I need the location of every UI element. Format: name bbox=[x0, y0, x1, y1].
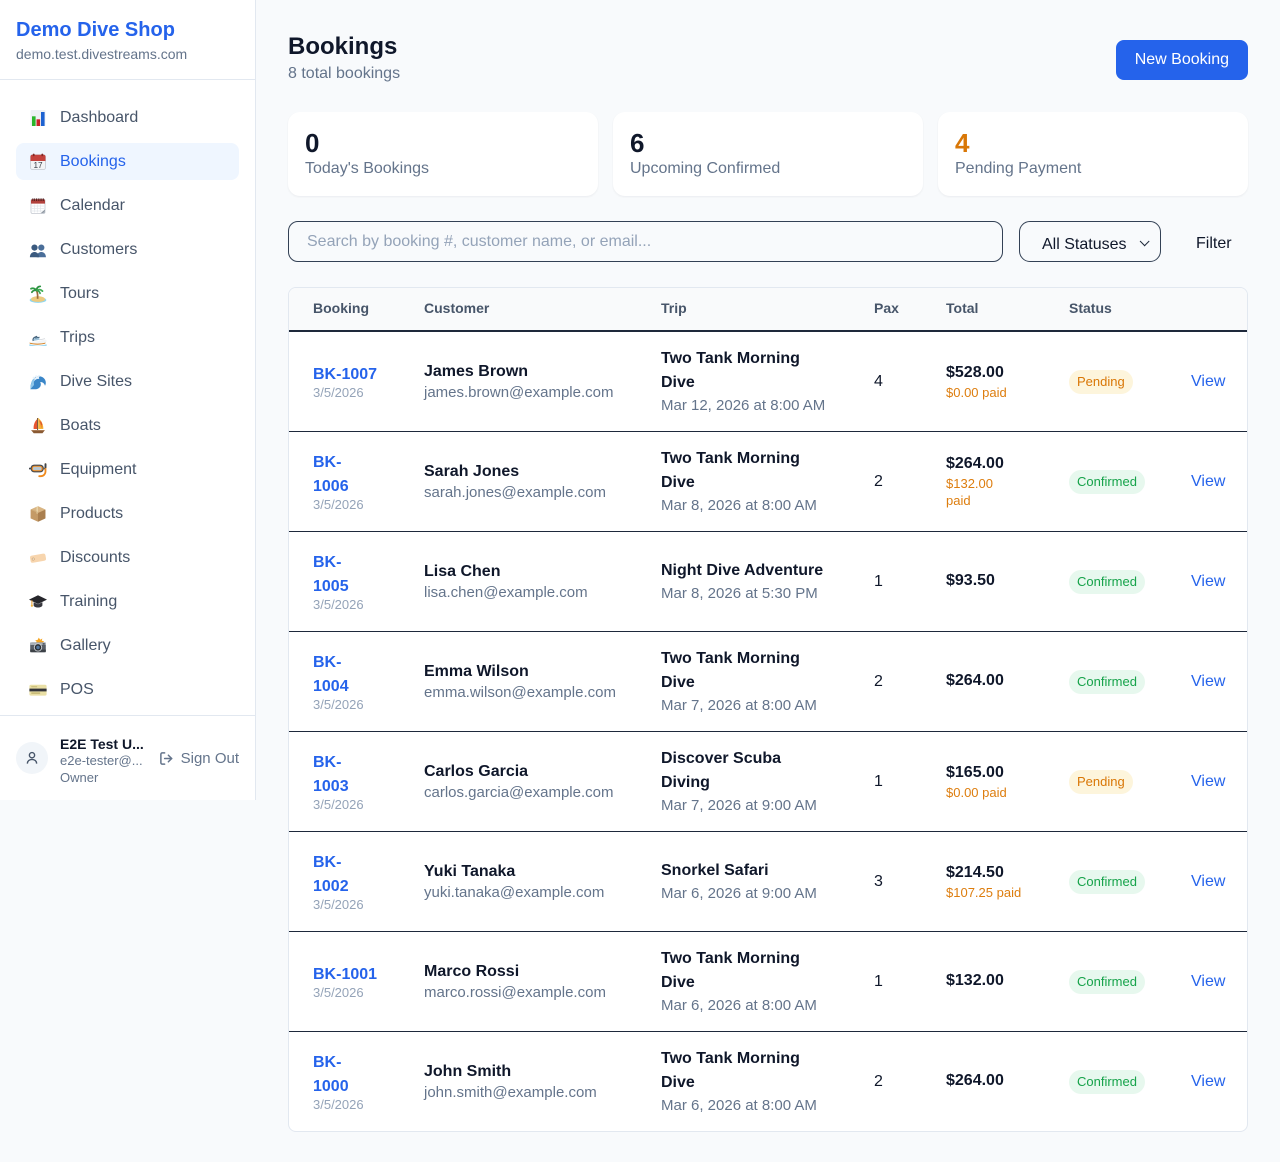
svg-text:17: 17 bbox=[33, 160, 43, 169]
